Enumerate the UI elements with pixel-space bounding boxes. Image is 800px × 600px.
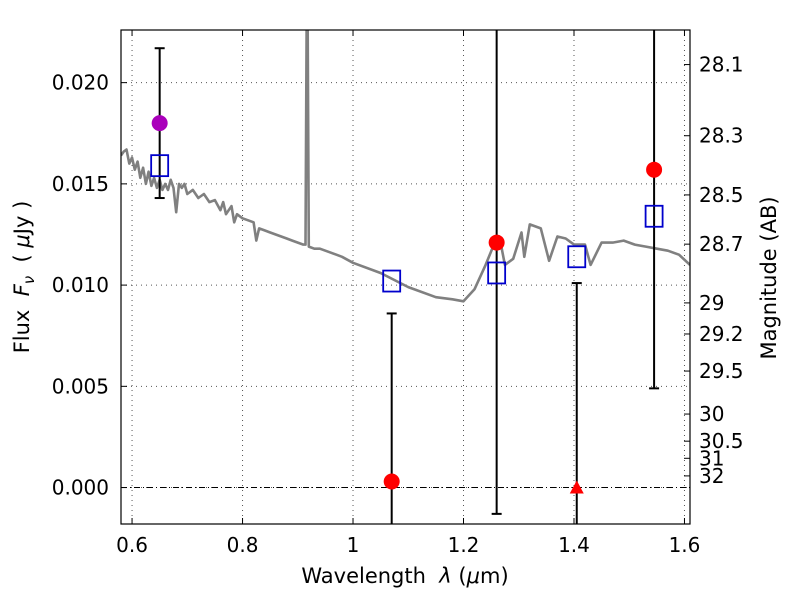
model-square-marker — [567, 245, 587, 269]
y2-tick-label: 28.7 — [699, 232, 744, 256]
y-axis-title-f: F — [10, 283, 34, 296]
x-axis-title-unit: m) — [480, 564, 509, 588]
y2-tick-label: 29.5 — [699, 359, 744, 383]
y2-tick-label: 31 — [699, 446, 724, 470]
x-tick-label: 1 — [347, 533, 360, 557]
x-axis-title-lambda: λ — [438, 564, 451, 588]
y2-tick-label: 28.1 — [699, 53, 744, 77]
y-tick-label: 0.010 — [52, 273, 109, 297]
x-tick-label: 1.6 — [669, 533, 701, 557]
y-tick-label: 0.020 — [52, 71, 109, 95]
y-axis-title-paren: ( — [10, 248, 34, 276]
y-axis-title-mu: μ — [10, 234, 34, 248]
x-tick-label: 0.8 — [227, 533, 259, 557]
y2-tick-label: 29.2 — [699, 322, 744, 346]
y-axis-title-unit: Jy ) — [10, 201, 34, 237]
x-axis-title-text: Wavelength — [301, 564, 439, 588]
axis-ticks: 0.6 0.8 1 1.2 1.4 1.6 0.000 0.005 0.010 0.015 0.02… — [52, 30, 744, 557]
flux-circle-marker — [646, 161, 663, 178]
x-axis-title-paren: ( — [452, 564, 467, 588]
upper-limit-triangle-marker — [569, 480, 584, 494]
y2-tick-label: 28.5 — [699, 183, 744, 207]
flux-circle-marker — [488, 234, 505, 251]
y2-tick-label: 30 — [699, 402, 724, 426]
x-axis-title-mu: μ — [466, 564, 480, 588]
model-square-marker — [644, 204, 664, 228]
y2-axis-title: Magnitude (AB) — [757, 196, 781, 359]
y-tick-label: 0.000 — [52, 476, 109, 500]
x-tick-label: 1.4 — [558, 533, 590, 557]
x-axis-title: Wavelength λ (μm) — [301, 564, 508, 588]
flux-circle-marker — [151, 115, 168, 132]
y-axis-title: Flux Fν ( μJy ) — [10, 201, 38, 354]
x-tick-label: 1.2 — [448, 533, 480, 557]
model-square-marker — [382, 269, 402, 293]
flux-circle-marker — [383, 473, 400, 490]
y-tick-label: 0.005 — [52, 374, 109, 398]
y2-tick-label: 29 — [699, 291, 724, 315]
y2-tick-label: 32 — [699, 464, 724, 488]
spectrum-line — [121, 30, 690, 303]
x-tick-label: 0.6 — [116, 533, 148, 557]
y-axis-title-text: Flux — [10, 296, 34, 353]
y-tick-label: 0.015 — [52, 172, 109, 196]
plot-frame — [120, 29, 691, 525]
y-axis-title-nu: ν — [20, 276, 38, 284]
plot-area — [121, 30, 690, 524]
y2-tick-label: 30.5 — [699, 429, 744, 453]
y2-tick-label: 28.3 — [699, 124, 744, 148]
model-square-marker — [487, 261, 507, 285]
model-square-marker — [150, 154, 170, 178]
